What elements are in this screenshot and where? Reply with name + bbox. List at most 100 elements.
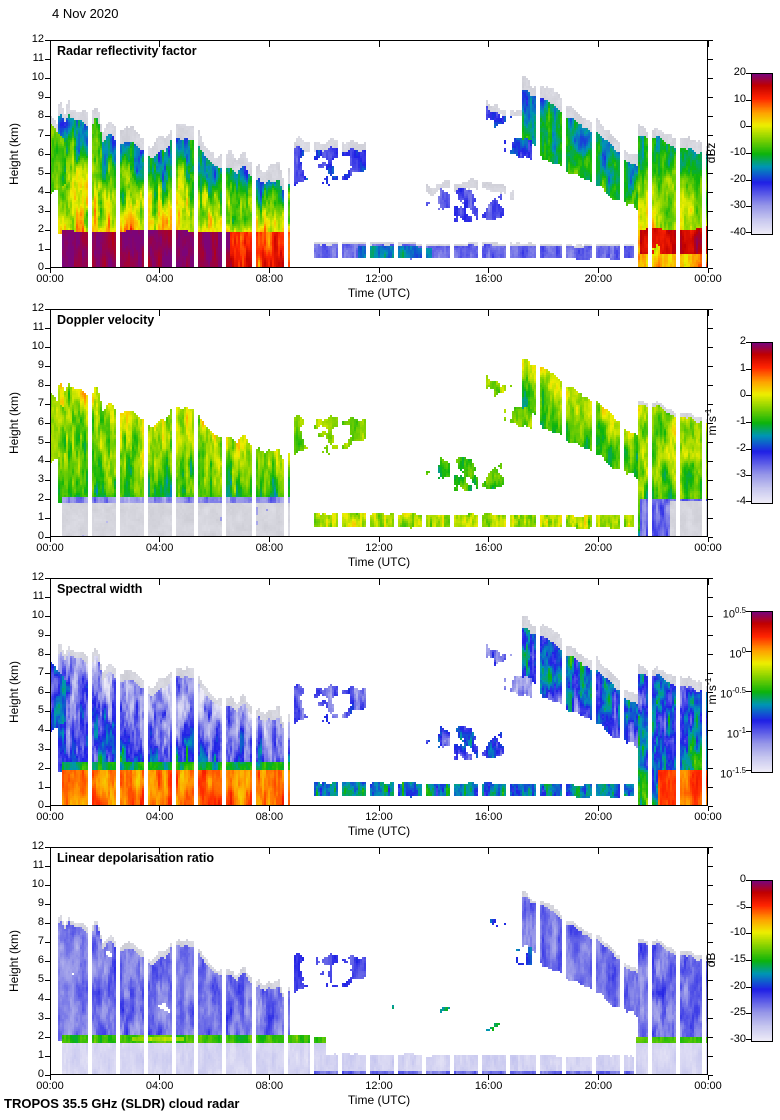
y-axis-tick: [708, 536, 713, 538]
colorbar-tick-label: 1: [739, 361, 746, 374]
x-axis-tick: [707, 268, 709, 273]
y-axis-tick: [45, 653, 50, 655]
y-axis-tick: [708, 1036, 713, 1038]
y-axis-tick: [45, 327, 50, 329]
y-axis-tick: [45, 191, 50, 193]
x-axis-tick: [488, 579, 490, 585]
x-axis-tick: [49, 1075, 51, 1080]
y-axis-tick: [708, 1017, 713, 1019]
y-axis-tick-label: 2: [37, 492, 44, 504]
y-axis-tick: [708, 134, 713, 136]
x-axis-tick: [488, 1075, 490, 1080]
y-axis-tick: [708, 1074, 713, 1076]
y-axis-tick: [708, 634, 713, 636]
y-axis-tick: [708, 729, 713, 731]
y-axis-label: Height (km): [7, 391, 21, 455]
colorbar-tick-label: 20: [733, 66, 746, 78]
y-axis-tick: [45, 922, 50, 924]
y-axis-tick-label: 2: [37, 761, 44, 773]
y-axis-tick: [708, 327, 713, 329]
colorbar-tick-label: -1: [736, 415, 746, 427]
x-axis-tick-label: 12:00: [365, 811, 393, 823]
y-axis-tick: [708, 941, 713, 943]
panel-title: Radar reflectivity factor: [57, 44, 197, 58]
y-axis-tick-label: 9: [37, 90, 44, 102]
x-axis-label: Time (UTC): [347, 824, 411, 838]
y-axis-tick: [708, 748, 713, 750]
y-axis-tick: [45, 536, 50, 538]
y-axis-tick: [708, 422, 713, 424]
colorbar-tick: [746, 651, 751, 652]
colorbar-tick: [746, 611, 751, 612]
x-axis-tick-label: 00:00: [36, 273, 64, 285]
x-axis-tick: [159, 310, 161, 316]
y-axis-tick-label: 9: [37, 897, 44, 909]
x-axis-tick-label: 20:00: [584, 811, 613, 823]
colorbar-tick-label: -15: [730, 953, 746, 965]
panel-reflectivity: Radar reflectivity factor 0 1 2 3 4 5 6 7 8 9 10 11…: [0, 33, 780, 302]
x-axis-tick-label: 08:00: [255, 542, 284, 554]
x-axis-tick: [268, 537, 270, 542]
heatmap-canvas: [50, 847, 708, 1075]
colorbar-tick: [746, 153, 751, 154]
y-axis-tick: [45, 267, 50, 269]
y-axis-tick-label: 10: [31, 878, 44, 890]
colorbar-tick-label: 2: [739, 335, 746, 347]
y-axis-tick-label: 0: [37, 261, 44, 273]
x-axis-tick: [49, 41, 51, 47]
y-axis-tick: [708, 517, 713, 519]
colorbar-tick: [746, 501, 751, 502]
y-axis-tick-label: 11: [32, 859, 44, 871]
colorbar-tick-label: -40: [730, 226, 746, 238]
y-axis-tick: [708, 191, 713, 193]
colorbar-tick-label: -4: [736, 495, 746, 507]
y-axis-tick: [708, 960, 713, 962]
x-axis-tick: [159, 848, 161, 854]
colorbar-canvas: [751, 342, 773, 504]
y-axis-tick: [708, 441, 713, 443]
colorbar-tick: [746, 1013, 751, 1015]
y-axis-tick: [45, 1017, 50, 1019]
y-axis-tick: [45, 229, 50, 231]
x-axis-tick-label: 12:00: [365, 273, 393, 285]
colorbar-tick: [746, 1039, 751, 1040]
y-axis-tick: [708, 846, 713, 848]
panel-title: Spectral width: [57, 582, 143, 596]
y-axis-tick: [708, 1055, 713, 1057]
y-axis-tick: [45, 1074, 50, 1076]
colorbar-tick: [746, 691, 751, 692]
x-axis-tick: [378, 579, 380, 585]
colorbar-tick-label: -20: [730, 979, 746, 992]
y-axis-tick-label: 1: [37, 1049, 44, 1061]
plot-area: Spectral width 0 1 2 3 4 5 6 7 8 9 10 11 12 00:00 04:0…: [32, 571, 722, 823]
panel-title: Doppler velocity: [57, 313, 155, 327]
x-axis-tick-label: 00:00: [36, 811, 64, 823]
x-axis-tick: [49, 806, 51, 811]
y-axis-tick-label: 7: [37, 666, 44, 678]
y-axis-tick: [45, 479, 50, 481]
x-axis-tick-label: 00:00: [694, 811, 722, 823]
colorbar-tick: [746, 422, 751, 423]
colorbar-tick-label: -2: [736, 441, 746, 454]
x-axis-tick: [378, 310, 380, 316]
y-axis-tick: [45, 39, 50, 41]
y-axis-tick: [45, 884, 50, 886]
y-axis-tick: [708, 229, 713, 231]
x-axis-tick: [707, 537, 709, 542]
y-axis-tick: [45, 767, 50, 769]
y-axis-tick: [708, 96, 713, 98]
y-axis-tick: [708, 979, 713, 981]
y-axis-tick: [45, 441, 50, 443]
y-axis-tick: [708, 460, 713, 462]
y-axis-tick-label: 5: [37, 704, 44, 716]
y-axis-tick-label: 1: [37, 780, 44, 792]
y-axis-tick-label: 1: [37, 511, 44, 523]
y-axis-tick-label: 4: [37, 723, 44, 735]
x-axis-tick-label: 12:00: [365, 1080, 393, 1092]
x-axis-tick: [268, 848, 270, 854]
panel-spectral-width: Spectral width 0 1 2 3 4 5 6 7 8 9 10 11 12 00:00 04:0…: [0, 571, 780, 840]
colorbar-tick-label: 10-1.5: [720, 766, 746, 781]
colorbar-tick-label: 100.5: [722, 606, 746, 621]
colorbar: m s-1 100.5 100 10-0.5 10-1 10-1.5: [703, 606, 773, 781]
colorbar: dBz 20 10 0 -10 -20 -30 -40: [704, 66, 773, 238]
